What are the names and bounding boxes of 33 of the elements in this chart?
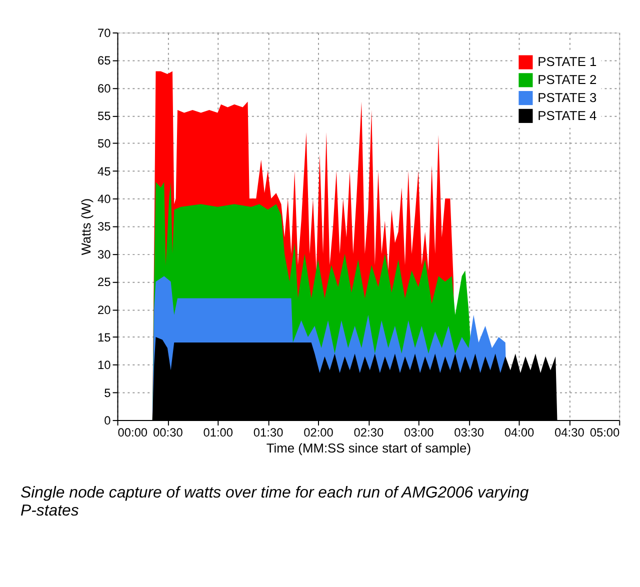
y-tick-label: 40 xyxy=(98,192,112,206)
legend-label: PSTATE 2 xyxy=(538,72,597,88)
x-tick-label: 01:00 xyxy=(203,425,234,440)
y-tick-label: 65 xyxy=(98,54,112,68)
legend-label: PSTATE 3 xyxy=(538,90,597,106)
x-tick-label: 03:00 xyxy=(404,425,434,440)
x-tick-label: 01:30 xyxy=(253,425,284,440)
y-tick-label: 60 xyxy=(98,81,112,96)
x-tick-label: 02:00 xyxy=(304,425,334,440)
x-tick-label: 00:00 xyxy=(118,425,148,440)
y-tick-label: 20 xyxy=(98,302,112,317)
y-tick-label: 5 xyxy=(104,386,112,400)
x-tick-label: 02:30 xyxy=(354,425,384,440)
y-axis-title: Watts (W) xyxy=(78,198,94,256)
y-tick-label: 35 xyxy=(98,220,112,234)
legend-label: PSTATE 4 xyxy=(538,108,597,123)
x-axis-title: Time (MM:SS since start of sample) xyxy=(266,440,472,456)
x-tick-label: 04:30 xyxy=(554,425,585,440)
y-tick-label: 25 xyxy=(98,275,112,290)
text: Single node capture of watts over time for each run of AMG2006 varying P-states xyxy=(20,484,529,520)
x-tick-label: 00:30 xyxy=(153,425,184,440)
x-tick-label: 04:00 xyxy=(504,425,535,440)
y-tick-label: 0 xyxy=(104,414,112,428)
y-tick-label: 10 xyxy=(98,358,112,372)
y-tick-label: 50 xyxy=(98,136,112,151)
x-tick-label: 03:30 xyxy=(454,425,484,440)
y-tick-label: 15 xyxy=(98,330,112,344)
y-tick-label: 55 xyxy=(98,108,112,123)
y-tick-label: 30 xyxy=(98,247,112,262)
y-tick-label: 45 xyxy=(98,164,112,178)
x-tick-label: 05:00 xyxy=(590,425,620,440)
y-tick-label: 70 xyxy=(98,26,112,40)
legend-label: PSTATE 1 xyxy=(538,54,597,70)
